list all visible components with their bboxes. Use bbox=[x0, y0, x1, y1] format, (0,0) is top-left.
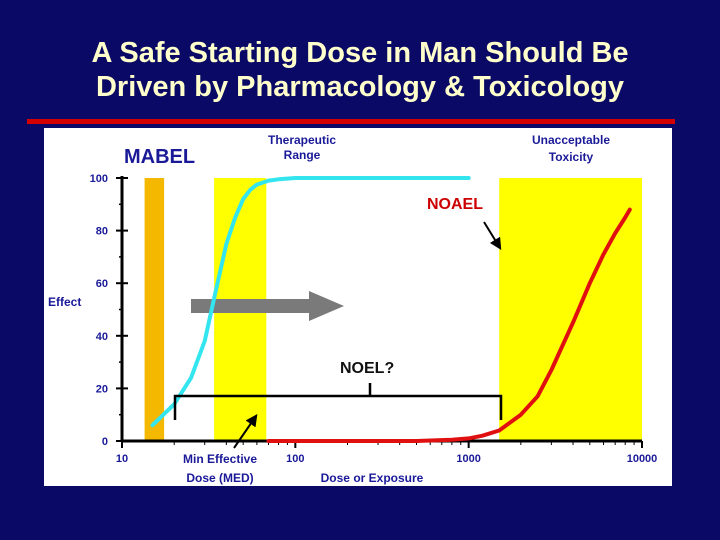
slide-title: A Safe Starting Dose in Man Should Be Dr… bbox=[0, 36, 720, 104]
dose-response-chart: 0 20 40 60 80 100 10 100 1000 10000 MABEL Therape… bbox=[48, 133, 658, 485]
title-line-2: Driven by Pharmacology & Toxicology bbox=[95, 71, 625, 103]
med-label-line-2: Dose (MED) bbox=[186, 471, 253, 485]
dose-bracket bbox=[173, 383, 503, 420]
y-tick-label: 40 bbox=[96, 331, 108, 343]
x-tick-label: 10000 bbox=[627, 453, 658, 465]
noael-pointer-arrow bbox=[483, 221, 502, 251]
therapeutic-range-label-1: Therapeutic bbox=[268, 133, 336, 147]
toxicity-label-2: Toxicity bbox=[549, 150, 594, 164]
y-axis-label: Effect bbox=[48, 295, 81, 309]
y-tick-label: 80 bbox=[96, 226, 108, 238]
therapeutic-range-label-2: Range bbox=[284, 148, 321, 162]
x-axis-label: Dose or Exposure bbox=[321, 471, 424, 485]
y-tick-label: 100 bbox=[90, 173, 108, 185]
noael-label: NOAEL bbox=[427, 196, 483, 213]
chart-panel: 0 20 40 60 80 100 10 100 1000 10000 MABEL Therape… bbox=[44, 128, 672, 486]
mabel-band bbox=[144, 178, 165, 441]
toxicity-label-1: Unacceptable bbox=[532, 133, 610, 147]
noel-label: NOEL? bbox=[340, 360, 394, 377]
y-tick-label: 60 bbox=[96, 278, 108, 290]
gray-arrow bbox=[191, 291, 344, 321]
med-label-line-1: Min Effective bbox=[183, 452, 257, 466]
med-pointer-arrow bbox=[233, 414, 258, 449]
x-tick-label: 1000 bbox=[456, 453, 480, 465]
x-tick-label: 100 bbox=[286, 453, 304, 465]
title-rule bbox=[27, 119, 675, 124]
toxicity-curve bbox=[266, 207, 632, 443]
mabel-label: MABEL bbox=[124, 146, 195, 168]
x-tick-label: 10 bbox=[116, 453, 128, 465]
title-line-1: A Safe Starting Dose in Man Should Be bbox=[91, 37, 629, 69]
efficacy-curve bbox=[150, 176, 471, 428]
y-tick-label: 20 bbox=[96, 383, 108, 395]
y-tick-label: 0 bbox=[102, 436, 108, 448]
curves-layer bbox=[150, 176, 632, 443]
toxicity-band bbox=[499, 178, 642, 441]
